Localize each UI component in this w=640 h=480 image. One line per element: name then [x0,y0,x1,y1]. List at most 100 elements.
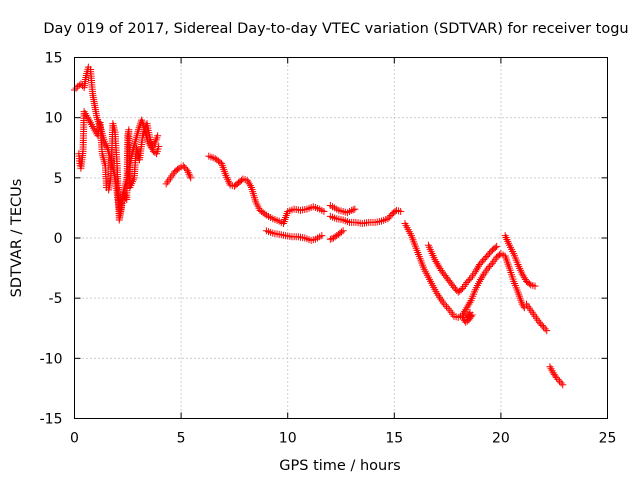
data-point [174,165,182,173]
data-point [328,235,336,243]
data-point [450,283,458,291]
data-point [444,304,452,312]
data-point [484,251,492,259]
data-point [464,277,472,285]
data-point [384,215,392,223]
data-point [520,274,528,282]
data-point [179,162,187,170]
data-point [186,172,194,180]
data-points [71,63,567,389]
data-point [457,286,465,294]
y-tick-label: 15 [45,51,63,67]
data-point [245,180,253,188]
data-point [246,182,254,190]
data-point [187,174,195,182]
data-point [478,257,486,265]
data-point [397,208,405,216]
data-point [493,242,501,250]
y-tick-label: 10 [45,111,63,127]
y-tick-labels: -15 -10 -5 0 5 10 15 [40,51,63,428]
data-point [338,228,346,236]
y-axis-label: SDTVAR / TECUs [9,179,25,298]
data-point [243,176,251,184]
y-tick-label: 5 [54,171,63,187]
data-point [433,259,441,267]
data-point [531,282,539,290]
x-tick-label: 15 [385,431,403,447]
data-point [480,256,488,264]
data-point [465,310,473,318]
data-point [465,300,473,308]
data-point [525,280,533,288]
data-point [471,268,479,276]
data-point [559,381,567,389]
data-point [261,210,269,218]
data-point [466,298,474,306]
x-tick-label: 25 [599,431,617,447]
y-tick-label: -5 [49,291,63,307]
data-point [479,272,487,280]
data-point [543,327,551,335]
data-point [486,249,494,257]
data-point [478,274,486,282]
data-point [518,270,526,278]
axis-ticks [74,57,608,419]
data-point [535,318,543,326]
data-point [351,205,359,213]
data-point [431,256,439,264]
data-point [540,323,548,331]
data-point [481,254,489,262]
data-point [183,167,191,175]
data-point [432,257,440,265]
data-point [72,84,80,92]
data-point [451,285,459,293]
data-point [541,325,549,333]
data-point [461,307,469,315]
chart-title: Day 019 of 2017, Sidereal Day-to-day VTE… [43,21,628,37]
data-point [184,168,192,176]
data-point [491,244,499,252]
data-point [155,143,163,151]
data-point [537,320,545,328]
data-point [121,192,129,200]
data-point [181,163,189,171]
data-point [443,303,451,311]
data-point [320,208,328,216]
data-point [484,264,492,272]
gridlines [74,57,608,419]
x-axis-label: GPS time / hours [279,458,400,474]
data-point [466,309,474,317]
data-point [556,377,564,385]
data-point [476,277,484,285]
data-point [318,232,326,240]
data-point [462,306,470,314]
data-point [435,263,443,271]
data-point [441,301,449,309]
y-tick-label: 0 [54,231,63,247]
data-point [552,374,560,382]
data-point [486,262,494,270]
data-point [348,206,356,214]
data-point [538,321,546,329]
x-tick-labels: 0 5 10 15 20 25 [70,431,616,447]
y-tick-label: -10 [40,351,63,367]
data-point [463,304,471,312]
data-point [554,375,562,383]
x-tick-label: 5 [177,431,186,447]
data-point [154,132,162,140]
data-point [185,170,193,178]
data-point [519,272,527,280]
data-point [385,213,393,221]
data-point [326,235,334,243]
data-point [472,266,480,274]
x-tick-label: 10 [279,431,297,447]
x-tick-label: 20 [492,431,510,447]
x-tick-label: 0 [70,431,79,447]
data-point [557,379,565,387]
data-point [434,261,442,269]
data-point [244,178,252,186]
data-point [487,261,495,269]
data-point [476,260,484,268]
data-point [349,206,357,214]
